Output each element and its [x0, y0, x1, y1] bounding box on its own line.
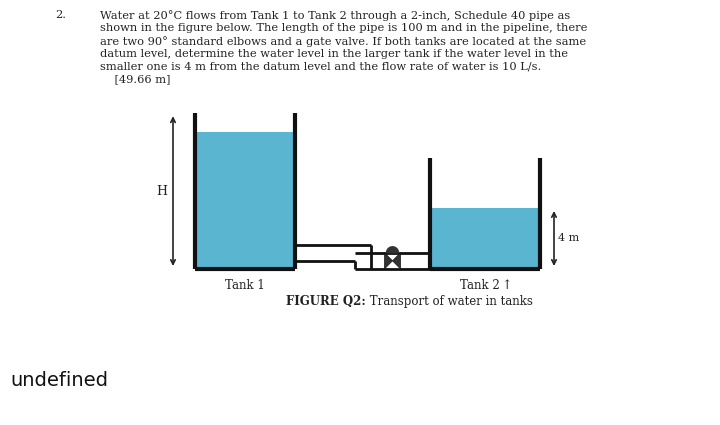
Text: ↑: ↑: [502, 279, 512, 292]
Bar: [197, 132, 293, 267]
Bar: [432, 208, 538, 267]
Text: Transport of water in tanks: Transport of water in tanks: [366, 295, 532, 308]
Text: 2.: 2.: [55, 10, 66, 20]
Text: Tank 2: Tank 2: [460, 279, 500, 292]
Text: H: H: [156, 184, 167, 198]
Text: FIGURE Q2:: FIGURE Q2:: [286, 295, 366, 308]
Text: datum level, determine the water level in the larger tank if the water level in : datum level, determine the water level i…: [100, 48, 568, 59]
Polygon shape: [392, 253, 400, 269]
Polygon shape: [384, 253, 392, 269]
Text: undefined: undefined: [10, 371, 108, 390]
Text: [49.66 m]: [49.66 m]: [100, 74, 171, 84]
Text: Tank 1: Tank 1: [225, 279, 265, 292]
Polygon shape: [387, 247, 398, 253]
Bar: [356, 245, 370, 269]
Text: Water at 20°C flows from Tank 1 to Tank 2 through a 2-inch, Schedule 40 pipe as: Water at 20°C flows from Tank 1 to Tank …: [100, 10, 570, 21]
Text: 4 m: 4 m: [558, 233, 580, 244]
Bar: [355, 254, 430, 268]
Text: shown in the figure below. The length of the pipe is 100 m and in the pipeline, : shown in the figure below. The length of…: [100, 23, 588, 33]
Text: smaller one is 4 m from the datum level and the flow rate of water is 10 L/s.: smaller one is 4 m from the datum level …: [100, 61, 541, 71]
Text: are two 90° standard elbows and a gate valve. If both tanks are located at the s: are two 90° standard elbows and a gate v…: [100, 36, 586, 47]
Bar: [295, 246, 371, 260]
